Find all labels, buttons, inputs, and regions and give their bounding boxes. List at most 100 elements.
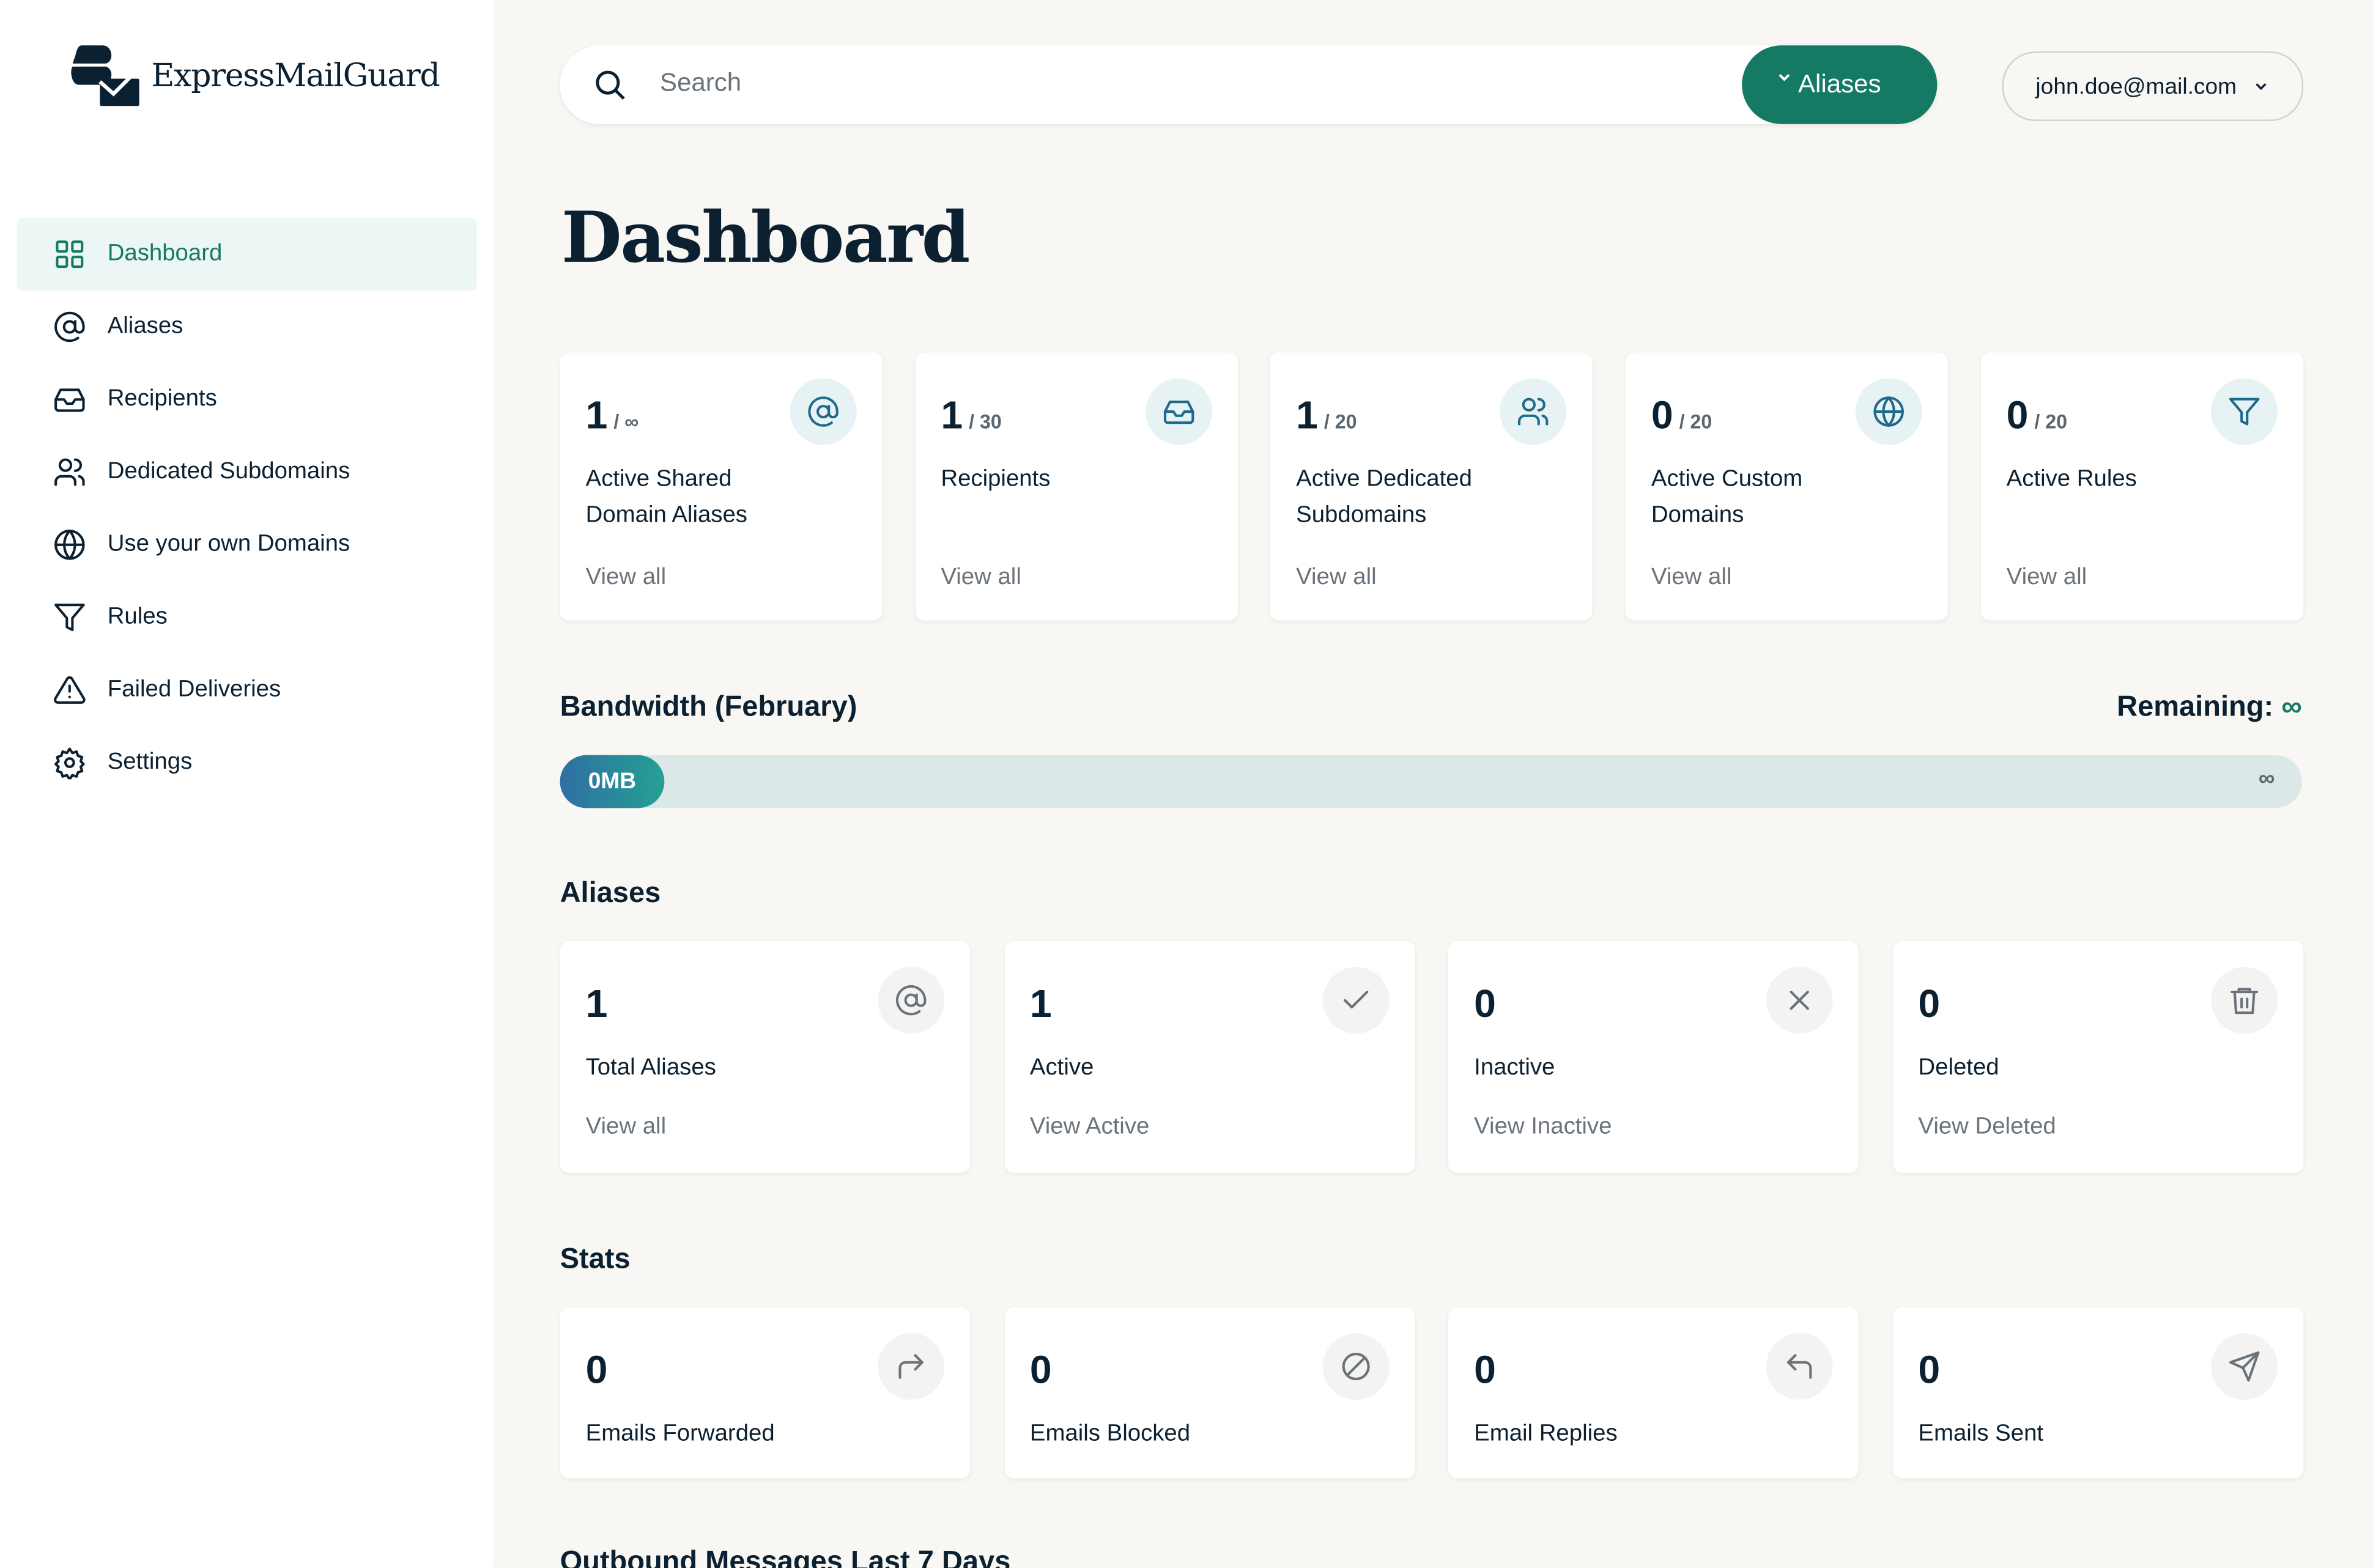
count-value: 0 <box>2006 391 2029 438</box>
sidebar-nav: Dashboard Aliases Recipients Dedicated Subd… <box>17 218 477 799</box>
count-value: 1 <box>941 391 963 438</box>
card-icon-badge <box>878 967 945 1034</box>
card-label: Inactive <box>1474 1054 1555 1081</box>
card-icon-badge <box>1145 378 1212 445</box>
view-all-link[interactable]: View all <box>585 564 667 591</box>
remaining-label: Remaining: <box>2117 691 2274 723</box>
summary-card: 1/ ∞ Active Shared Domain Aliases View al… <box>560 352 883 621</box>
logo[interactable]: ExpressMailGuard <box>67 42 440 109</box>
filter-icon <box>54 604 85 632</box>
search-scope-dropdown[interactable]: Aliases <box>1742 45 1938 124</box>
count-value: 0 <box>1651 391 1673 438</box>
outbound-section-title: Outbound Messages Last 7 Days <box>560 1546 1011 1568</box>
globe-icon <box>1873 396 1905 427</box>
inbox-icon <box>54 388 85 412</box>
card-label: Emails Forwarded <box>585 1421 775 1447</box>
send-icon <box>2228 1351 2259 1382</box>
card-icon-badge <box>2210 967 2277 1034</box>
at-icon <box>895 985 927 1016</box>
count-limit: / 20 <box>1679 410 1712 433</box>
sidebar: ExpressMailGuard Dashboard Aliases Recipie… <box>0 0 494 1568</box>
grid-icon <box>56 240 84 268</box>
gear-icon <box>54 747 85 780</box>
remaining-value: ∞ <box>2281 691 2302 723</box>
view-link[interactable]: View all <box>585 1114 667 1140</box>
summary-count: 0/ 20 <box>2007 392 2067 439</box>
reply-icon <box>1786 1354 1812 1379</box>
card-label-line: Subdomains <box>1296 502 1427 528</box>
chevron-down-icon <box>2255 83 2267 91</box>
view-link[interactable]: View Inactive <box>1474 1114 1612 1140</box>
count-value: 1 <box>1296 391 1318 438</box>
aliases-card: 0 Deleted View Deleted <box>1892 941 2303 1173</box>
sidebar-item-label: Aliases <box>107 313 183 339</box>
forward-icon <box>898 1354 924 1379</box>
card-value: 0 <box>1474 980 1496 1026</box>
card-label-line: Active Shared <box>585 466 732 492</box>
aliases-card: 1 Active View Active <box>1004 941 1415 1173</box>
trash-icon <box>2229 988 2257 1015</box>
card-icon-badge <box>1855 378 1922 445</box>
block-icon <box>1341 1353 1369 1380</box>
view-all-link[interactable]: View all <box>2006 564 2087 591</box>
summary-count: 1/ ∞ <box>586 392 639 439</box>
aliases-card: 1 Total Aliases View all <box>560 941 971 1173</box>
user-menu[interactable]: john.doe@mail.com <box>2002 51 2304 121</box>
card-icon-badge <box>1766 967 1833 1034</box>
warning-icon <box>54 676 86 704</box>
search-scope-label: Aliases <box>1797 69 1881 98</box>
at-icon <box>54 311 85 342</box>
count-value: 1 <box>585 391 608 438</box>
sidebar-item-use-your-own-domains[interactable]: Use your own Domains <box>17 508 476 581</box>
card-label: Active Shared Domain Aliases <box>586 462 747 534</box>
card-value: 1 <box>585 980 608 1026</box>
sidebar-item-recipients[interactable]: Recipients <box>17 363 476 436</box>
sidebar-item-label: Settings <box>107 749 193 775</box>
summary-count: 1 / 30 <box>941 392 1001 439</box>
summary-card: 0 / 20 Active Custom Domains View all <box>1625 352 1948 621</box>
stats-card: 0 Email Replies <box>1448 1307 1859 1479</box>
bandwidth-used: 0MB <box>560 755 665 808</box>
view-all-link[interactable]: View all <box>1651 564 1732 591</box>
card-value: 0 <box>585 1347 608 1392</box>
check-icon <box>1342 990 1368 1009</box>
logo-icon <box>71 45 139 106</box>
search-bar: Aliases <box>560 45 1938 124</box>
sidebar-item-dedicated-subdomains[interactable]: Dedicated Subdomains <box>17 436 476 509</box>
bandwidth-total: ∞ <box>2258 766 2275 792</box>
card-icon-badge <box>2210 378 2278 445</box>
card-icon-badge <box>2210 1333 2277 1400</box>
user-email: john.doe@mail.com <box>2035 73 2237 100</box>
sidebar-item-rules[interactable]: Rules <box>17 581 476 654</box>
view-all-link[interactable]: View all <box>941 564 1021 591</box>
stats-card: 0 Emails Blocked <box>1004 1307 1415 1479</box>
bandwidth-title: Bandwidth (February) <box>560 691 857 723</box>
card-label: Email Replies <box>1474 1421 1618 1447</box>
x-icon <box>1790 990 1809 1010</box>
bandwidth-progress-bar: 0MB ∞ <box>560 755 2302 808</box>
search-input[interactable] <box>656 66 1722 100</box>
card-label: Active Custom Domains <box>1651 462 1802 534</box>
summary-card: 1/ 20 Active Dedicated Subdomains View al… <box>1270 352 1593 621</box>
card-value: 1 <box>1029 980 1052 1026</box>
sidebar-item-aliases[interactable]: Aliases <box>17 290 476 363</box>
summary-card: 0/ 20 Active Rules View all <box>1980 352 2303 621</box>
stats-section-title: Stats <box>560 1244 631 1276</box>
page-title: Dashboard <box>561 196 970 279</box>
card-icon-badge <box>1322 967 1389 1034</box>
view-link[interactable]: View Active <box>1029 1114 1150 1140</box>
view-link[interactable]: View Deleted <box>1918 1114 2056 1140</box>
sidebar-item-settings[interactable]: Settings <box>17 727 476 799</box>
summary-card: 1 / 30 Recipients View all <box>915 352 1238 621</box>
filter-icon <box>2229 398 2259 426</box>
sidebar-item-label: Dedicated Subdomains <box>107 458 350 484</box>
sidebar-item-failed-deliveries[interactable]: Failed Deliveries <box>17 654 476 727</box>
view-all-link[interactable]: View all <box>1296 564 1377 591</box>
chevron-down-icon <box>1779 74 1790 81</box>
card-label: Active Rules <box>2007 462 2137 498</box>
sidebar-item-dashboard[interactable]: Dashboard <box>17 218 477 291</box>
count-limit: / 20 <box>1323 410 1357 433</box>
card-icon-badge <box>790 378 857 445</box>
inbox-icon <box>1163 401 1194 424</box>
card-label-line: Active Rules <box>2006 466 2137 492</box>
